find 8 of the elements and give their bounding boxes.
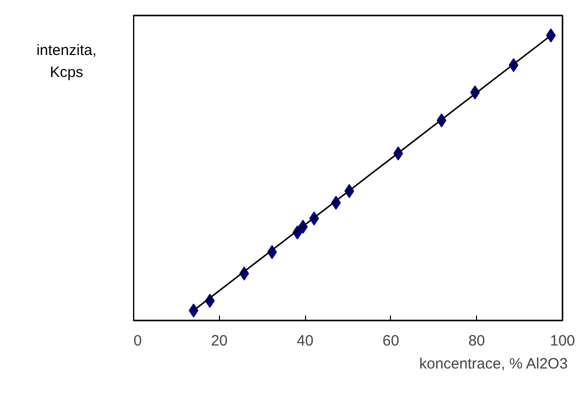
x-tick-label: 100 xyxy=(550,332,576,350)
x-tick-label: 20 xyxy=(210,332,228,350)
x-tick-label: 40 xyxy=(296,332,314,350)
y-axis-title: intenzita, Kcps xyxy=(36,41,97,83)
x-axis-title: koncentrace, % Al2O3 xyxy=(419,356,568,372)
x-tick-label: 0 xyxy=(134,332,142,350)
x-tick-label: 80 xyxy=(468,332,486,350)
x-tick-label: 60 xyxy=(382,332,400,350)
